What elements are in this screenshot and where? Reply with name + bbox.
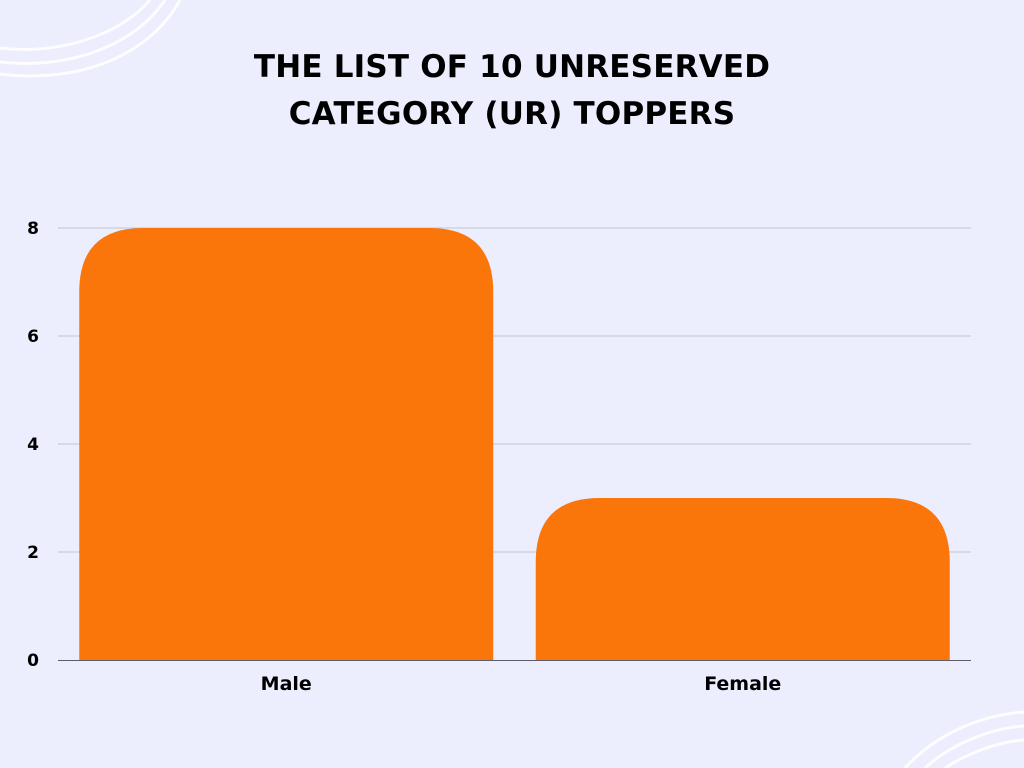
chart-title-line-1: THE LIST OF 10 UNRESERVED bbox=[253, 49, 771, 85]
chart-title-line-2: CATEGORY (UR) TOPPERS bbox=[288, 96, 736, 132]
y-tick-label: 6 bbox=[27, 327, 39, 347]
bar-female bbox=[535, 498, 950, 660]
chart-title: THE LIST OF 10 UNRESERVED CATEGORY (UR) … bbox=[112, 44, 912, 138]
y-tick-label: 8 bbox=[27, 219, 39, 239]
y-axis-ticks: 0 2 4 6 8 bbox=[27, 219, 39, 671]
y-tick-label: 2 bbox=[27, 543, 39, 563]
x-category-label: Female bbox=[704, 673, 781, 695]
y-tick-label: 4 bbox=[27, 435, 39, 455]
x-category-label: Male bbox=[261, 673, 312, 695]
bar-male bbox=[79, 228, 494, 660]
bars bbox=[79, 228, 950, 660]
y-tick-label: 0 bbox=[27, 651, 39, 671]
x-axis-categories: Male Female bbox=[261, 673, 782, 695]
